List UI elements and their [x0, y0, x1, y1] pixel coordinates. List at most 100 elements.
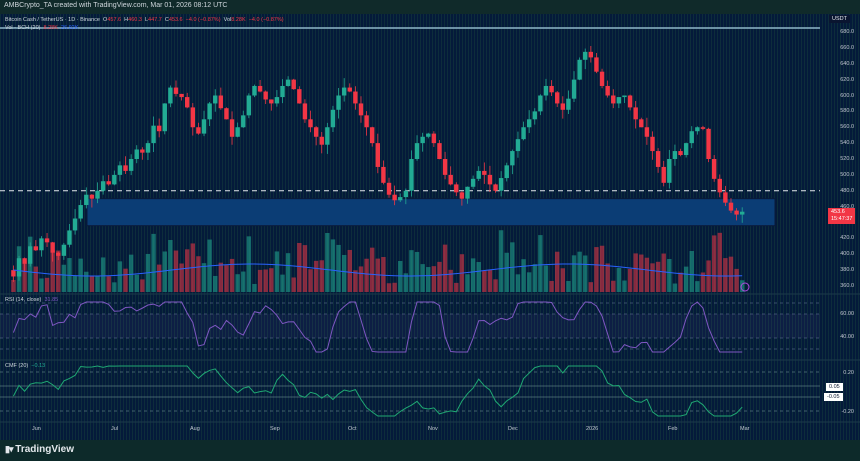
- high-label: H: [124, 17, 129, 23]
- volume-bar: [566, 280, 571, 292]
- volume-bar: [689, 250, 694, 292]
- volume-bar: [179, 263, 184, 292]
- volume-bar: [667, 258, 672, 292]
- candle-body: [201, 119, 207, 134]
- candle-body: [695, 127, 700, 132]
- volume-bar: [594, 247, 599, 292]
- volume-bar: [611, 280, 616, 292]
- candle-body: [285, 79, 291, 86]
- footer-bar: [0, 440, 860, 461]
- candle-body: [128, 159, 134, 171]
- volume-bar: [162, 251, 167, 292]
- volume-bar: [695, 281, 700, 292]
- candle-body: [510, 151, 515, 166]
- volume-bar: [173, 250, 179, 292]
- chart-area[interactable]: [0, 14, 860, 447]
- cmf-legend: CMF (20) −0.13: [5, 363, 45, 369]
- candle-body: [156, 125, 162, 132]
- candle-body: [459, 192, 465, 199]
- volume-ma-line: [13, 263, 743, 277]
- volume-bar: [280, 274, 285, 292]
- volume-bar: [706, 260, 711, 292]
- cmf-tick-lower: -0.20: [841, 409, 854, 415]
- volume-bar: [252, 283, 257, 292]
- candle-body: [482, 170, 487, 175]
- candle-body: [398, 197, 403, 201]
- candle-body: [683, 143, 689, 156]
- candle-body: [134, 149, 139, 159]
- candle-body: [336, 95, 341, 110]
- candle-body: [554, 92, 560, 104]
- volume-bar: [39, 278, 44, 292]
- candle-body: [140, 149, 145, 153]
- candle-body: [179, 93, 184, 98]
- cmf-value: −0.13: [31, 363, 46, 369]
- candle-body: [325, 127, 330, 145]
- volume-bar: [521, 259, 526, 292]
- cmf-tick-upper: 0.20: [843, 370, 854, 376]
- volume-bar: [218, 262, 224, 292]
- cmf-tag-lower: -0.05: [824, 393, 843, 401]
- candle-body: [257, 85, 263, 92]
- candle-body: [577, 59, 582, 80]
- volume-bar: [11, 279, 16, 292]
- volume-bar: [700, 272, 706, 292]
- price-tick: 520.0: [840, 156, 854, 162]
- volume-bar: [369, 247, 375, 292]
- volume-bar: [241, 271, 246, 292]
- candle-body: [672, 151, 678, 159]
- candle-body: [269, 99, 274, 104]
- volume-bar: [538, 235, 543, 292]
- volume-bar: [448, 269, 453, 292]
- volume-bar: [358, 266, 364, 292]
- volume-bar: [583, 255, 588, 292]
- candle-body: [599, 71, 605, 86]
- volume-bar: [437, 261, 442, 292]
- volume-bar: [560, 268, 566, 292]
- candle-body: [521, 127, 526, 140]
- candle-body: [734, 210, 739, 215]
- volume-bar: [487, 269, 493, 292]
- candle-body: [302, 103, 308, 120]
- volume-bar: [622, 280, 627, 292]
- time-label-feb: Feb: [668, 426, 678, 432]
- volume-bar: [123, 268, 128, 292]
- candle-body: [229, 119, 235, 137]
- candle-body: [162, 103, 167, 132]
- candle-body: [151, 125, 156, 144]
- header-bar: AMBCrypto_TA created with TradingView.co…: [0, 0, 860, 14]
- volume-bar: [683, 266, 689, 292]
- candle-body: [588, 51, 594, 58]
- volume-bar: [308, 269, 313, 292]
- bar-countdown: 15:47:37: [831, 216, 853, 222]
- time-label-jun: Jun: [32, 426, 41, 432]
- candle-body: [454, 184, 459, 193]
- vol-label: Vol: [223, 17, 232, 23]
- volume-bar: [532, 264, 537, 292]
- candle-body: [246, 95, 252, 116]
- volume-bar: [44, 277, 50, 292]
- candle-body: [711, 159, 717, 179]
- open-value: 457.6: [107, 17, 122, 23]
- volume-bar: [229, 258, 235, 292]
- candle-body: [526, 119, 532, 128]
- tradingview-logo[interactable]: ▮▾ TradingView: [5, 444, 74, 455]
- volume-bar: [454, 282, 459, 292]
- candle-body: [622, 95, 627, 98]
- candle-body: [72, 218, 78, 231]
- candle-body: [437, 143, 442, 159]
- main-legend: Bitcoin Cash / TetherUS · 1D · Binance O…: [5, 17, 284, 23]
- candle-body: [723, 192, 728, 203]
- volume-bar: [72, 275, 78, 292]
- price-tick: 480.0: [840, 187, 854, 194]
- candle-body: [33, 246, 39, 251]
- attribution-text: AMBCrypto_TA created with TradingView.co…: [4, 2, 228, 9]
- volume-bar: [151, 233, 156, 292]
- volume-legend-label: Vol · BCH (20): [5, 25, 41, 31]
- vol-change-value: −4.0 (−0.87%): [248, 17, 284, 23]
- volume-bar: [291, 277, 296, 292]
- time-label-mar: Mar: [740, 426, 750, 432]
- volume-bar: [224, 265, 229, 292]
- time-label-jul: Jul: [111, 426, 119, 432]
